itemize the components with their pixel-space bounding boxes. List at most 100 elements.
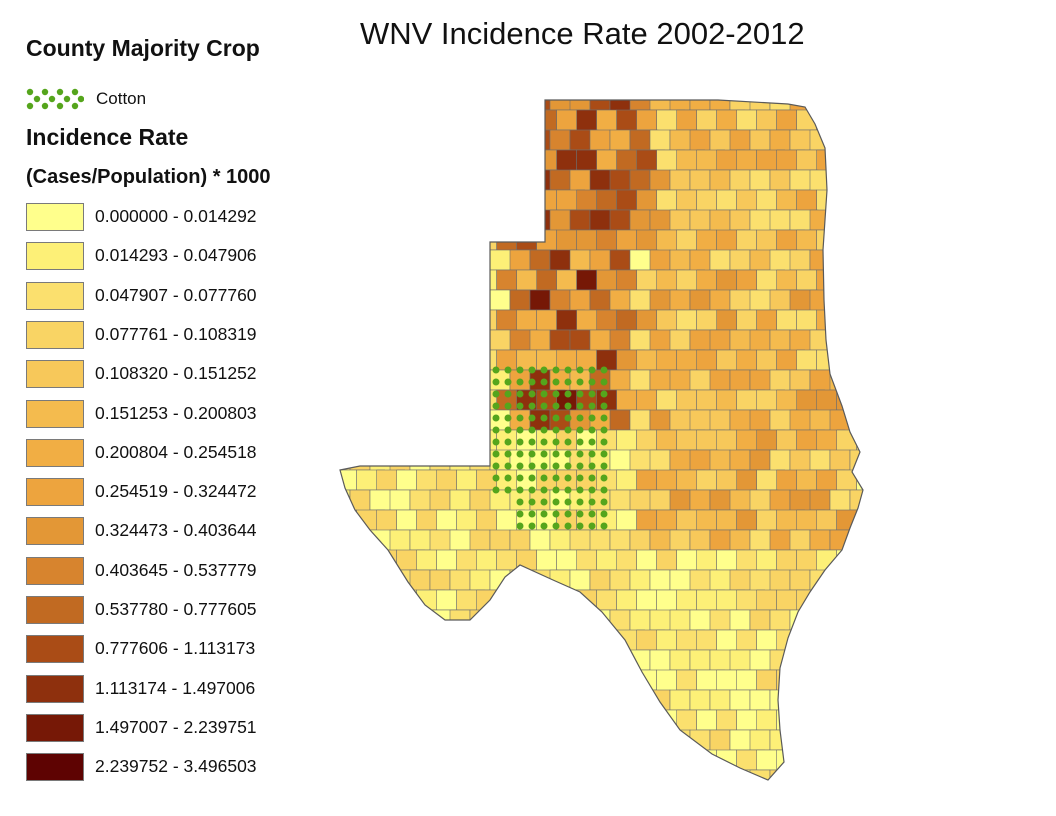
county-cell bbox=[340, 429, 357, 451]
rate-class-swatch bbox=[26, 674, 84, 703]
county-cell bbox=[856, 189, 863, 211]
county-cell bbox=[776, 629, 797, 651]
county-cell bbox=[469, 169, 499, 191]
county-cell bbox=[340, 469, 357, 491]
county-cell bbox=[877, 670, 890, 696]
cotton-dot bbox=[492, 366, 500, 374]
county-cell bbox=[436, 749, 457, 771]
county-cell bbox=[549, 689, 571, 711]
county-cell bbox=[376, 429, 397, 451]
county-cell bbox=[330, 350, 337, 376]
county-cell bbox=[416, 709, 437, 737]
county-cell bbox=[340, 689, 351, 711]
county-cell bbox=[436, 189, 457, 211]
county-cell bbox=[340, 509, 357, 531]
county-cell bbox=[369, 100, 391, 111]
county-cell bbox=[856, 629, 863, 657]
county-cell bbox=[456, 469, 477, 491]
county-cell bbox=[716, 189, 737, 211]
county-cell bbox=[849, 249, 863, 271]
county-cell bbox=[877, 230, 890, 250]
county-map bbox=[330, 90, 890, 795]
county-cell bbox=[356, 389, 385, 417]
county-cell bbox=[389, 489, 411, 511]
county-cell bbox=[609, 569, 631, 591]
county-cell bbox=[609, 249, 631, 271]
county-cell bbox=[776, 749, 805, 771]
county-cell bbox=[689, 489, 711, 511]
county-cell bbox=[456, 149, 477, 171]
cotton-dot bbox=[588, 522, 596, 530]
cotton-dot bbox=[492, 438, 500, 446]
county-cell bbox=[709, 249, 731, 271]
cotton-dot bbox=[564, 378, 572, 386]
county-cell bbox=[569, 329, 591, 351]
cotton-dot bbox=[576, 378, 584, 386]
county-cell bbox=[609, 769, 639, 780]
county-cell bbox=[556, 269, 577, 291]
county-cell bbox=[609, 649, 631, 671]
county-cell bbox=[669, 249, 691, 271]
county-cell bbox=[870, 650, 890, 670]
county-cell bbox=[596, 189, 617, 211]
county-cell bbox=[389, 129, 419, 157]
county-cell bbox=[509, 729, 531, 757]
county-cell bbox=[456, 309, 477, 331]
cotton-dot bbox=[576, 462, 584, 470]
cotton-dot bbox=[528, 426, 536, 434]
county-cell bbox=[469, 449, 491, 471]
county-cell bbox=[689, 169, 711, 191]
cotton-dot bbox=[528, 414, 536, 422]
county-cell bbox=[349, 569, 379, 597]
county-cell bbox=[476, 149, 497, 171]
county-cell bbox=[449, 169, 471, 191]
cotton-dot bbox=[492, 486, 500, 494]
county-cell bbox=[330, 710, 337, 736]
cotton-dot bbox=[552, 438, 560, 446]
county-cell bbox=[476, 269, 497, 291]
county-cell bbox=[636, 469, 657, 491]
cotton-dot bbox=[540, 426, 548, 434]
county-cell bbox=[769, 169, 791, 191]
county-cell bbox=[669, 769, 691, 780]
county-cell bbox=[496, 549, 517, 571]
county-cell bbox=[596, 669, 617, 691]
county-cell bbox=[356, 349, 385, 377]
cotton-dot bbox=[516, 450, 524, 458]
county-cell bbox=[340, 129, 351, 157]
cotton-dot bbox=[552, 462, 560, 470]
county-cell bbox=[389, 169, 411, 191]
county-cell bbox=[356, 149, 377, 171]
county-cell bbox=[816, 509, 837, 531]
county-cell bbox=[356, 189, 377, 211]
county-cell bbox=[349, 769, 371, 780]
county-cell bbox=[576, 629, 605, 651]
county-cell bbox=[856, 549, 863, 571]
county-cell bbox=[489, 609, 511, 631]
county-cell bbox=[356, 749, 377, 771]
county-cell bbox=[829, 100, 851, 111]
county-cell bbox=[676, 589, 697, 611]
cotton-dot bbox=[600, 510, 608, 518]
county-cell bbox=[649, 169, 671, 191]
county-cell bbox=[396, 669, 417, 691]
county-cell bbox=[556, 629, 585, 651]
county-cell bbox=[856, 109, 863, 137]
county-cell bbox=[356, 429, 377, 451]
county-cell bbox=[569, 569, 591, 591]
county-cell bbox=[449, 569, 471, 591]
county-cell bbox=[856, 429, 863, 451]
cotton-dot bbox=[504, 402, 512, 410]
county-cell bbox=[877, 270, 890, 296]
cotton-dot bbox=[492, 462, 500, 470]
county-cell bbox=[396, 429, 417, 451]
county-cell bbox=[849, 769, 863, 780]
cotton-dot bbox=[540, 510, 548, 518]
county-cell bbox=[429, 169, 459, 191]
cotton-dot bbox=[600, 462, 608, 470]
county-cell bbox=[816, 709, 845, 731]
county-cell bbox=[469, 649, 499, 671]
county-cell bbox=[669, 529, 691, 551]
county-cell bbox=[416, 149, 437, 177]
cotton-dot bbox=[504, 426, 512, 434]
